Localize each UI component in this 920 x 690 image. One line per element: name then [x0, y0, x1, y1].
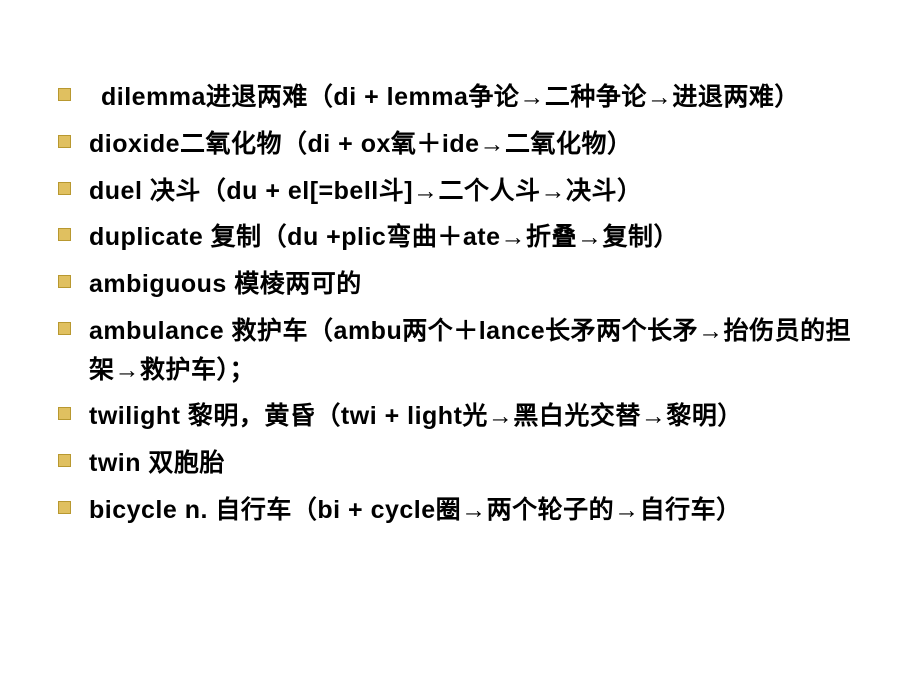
item-text: twilight 黎明，黄昏（twi + light光→黑白光交替→黎明） [89, 397, 743, 436]
item-text: dioxide二氧化物（di + ox氧＋ide→二氧化物） [89, 125, 633, 164]
list-item: ambiguous 模棱两可的 [58, 265, 862, 304]
bullet-icon [58, 135, 71, 148]
item-text: bicycle n. 自行车（bi + cycle圈→两个轮子的→自行车） [89, 491, 742, 530]
item-text: duel 决斗（du + el[=bell斗]→二个人斗→决斗） [89, 172, 643, 211]
list-item: twin 双胞胎 [58, 444, 862, 483]
item-text: twin 双胞胎 [89, 444, 225, 483]
bullet-icon [58, 322, 71, 335]
list-item: duplicate 复制（du +plic弯曲＋ate→折叠→复制） [58, 218, 862, 257]
list-item: bicycle n. 自行车（bi + cycle圈→两个轮子的→自行车） [58, 491, 862, 530]
list-item: dilemma进退两难（di + lemma争论→二种争论→进退两难） [58, 78, 862, 117]
item-text: duplicate 复制（du +plic弯曲＋ate→折叠→复制） [89, 218, 679, 257]
list-item: twilight 黎明，黄昏（twi + light光→黑白光交替→黎明） [58, 397, 862, 436]
bullet-icon [58, 182, 71, 195]
bullet-icon [58, 275, 71, 288]
item-text: ambulance 救护车（ambu两个＋lance长矛两个长矛→抬伤员的担架→… [89, 312, 862, 390]
bullet-icon [58, 88, 71, 101]
list-item: dioxide二氧化物（di + ox氧＋ide→二氧化物） [58, 125, 862, 164]
item-text: ambiguous 模棱两可的 [89, 265, 362, 304]
bullet-icon [58, 407, 71, 420]
item-text: dilemma进退两难（di + lemma争论→二种争论→进退两难） [89, 78, 800, 117]
bullet-icon [58, 228, 71, 241]
list-item: duel 决斗（du + el[=bell斗]→二个人斗→决斗） [58, 172, 862, 211]
bullet-icon [58, 454, 71, 467]
bullet-icon [58, 501, 71, 514]
vocabulary-list: dilemma进退两难（di + lemma争论→二种争论→进退两难） diox… [58, 78, 862, 530]
list-item: ambulance 救护车（ambu两个＋lance长矛两个长矛→抬伤员的担架→… [58, 312, 862, 390]
